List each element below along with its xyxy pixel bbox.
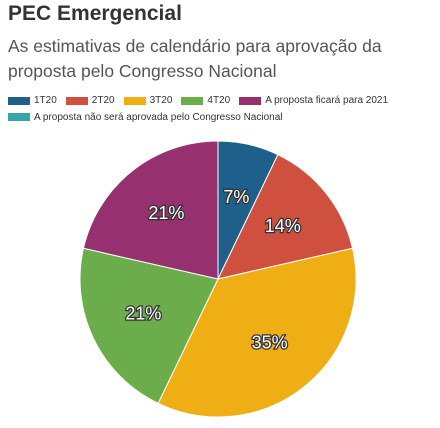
slice-data-label: 7%	[223, 187, 249, 207]
legend-swatch	[123, 96, 146, 105]
legend-label: A proposta não será aprovada pelo Congre…	[34, 111, 283, 123]
chart-title: PEC Emergencial	[8, 2, 182, 25]
chart-legend: 1T20 2T20 3T20 4T20 A proposta ficará para 2…	[8, 93, 433, 126]
chart-subtitle: As estimativas de calendário para aprova…	[8, 36, 382, 81]
legend-item: 3T20	[123, 93, 173, 108]
legend-swatch	[181, 96, 204, 105]
slice-data-label: 21%	[125, 304, 161, 324]
legend-label: A proposta ficará para 2021	[265, 95, 389, 106]
legend-item: A proposta não será aprovada pelo Congre…	[8, 110, 283, 125]
pie-slice	[82, 140, 219, 280]
pie-slice	[217, 153, 354, 280]
legend-label: 4T20	[207, 95, 231, 106]
legend-item: 4T20	[181, 93, 230, 108]
slice-data-label: 14%	[265, 216, 301, 236]
legend-label: 3T20	[149, 95, 173, 106]
legend-swatch	[239, 96, 262, 105]
legend-label: 2T20	[91, 95, 115, 106]
pie-slice	[157, 247, 357, 418]
legend-item: 2T20	[65, 93, 115, 108]
legend-swatch	[8, 96, 30, 105]
legend-item: A proposta ficará para 2021	[239, 93, 388, 108]
legend-swatch	[8, 113, 30, 121]
legend-label: 1T20	[34, 95, 57, 106]
slice-data-label: 35%	[252, 332, 288, 352]
slice-data-label: 21%	[148, 203, 184, 223]
legend-item: 1T20	[8, 93, 57, 108]
pie-slice	[79, 247, 219, 405]
legend-swatch	[65, 96, 88, 105]
